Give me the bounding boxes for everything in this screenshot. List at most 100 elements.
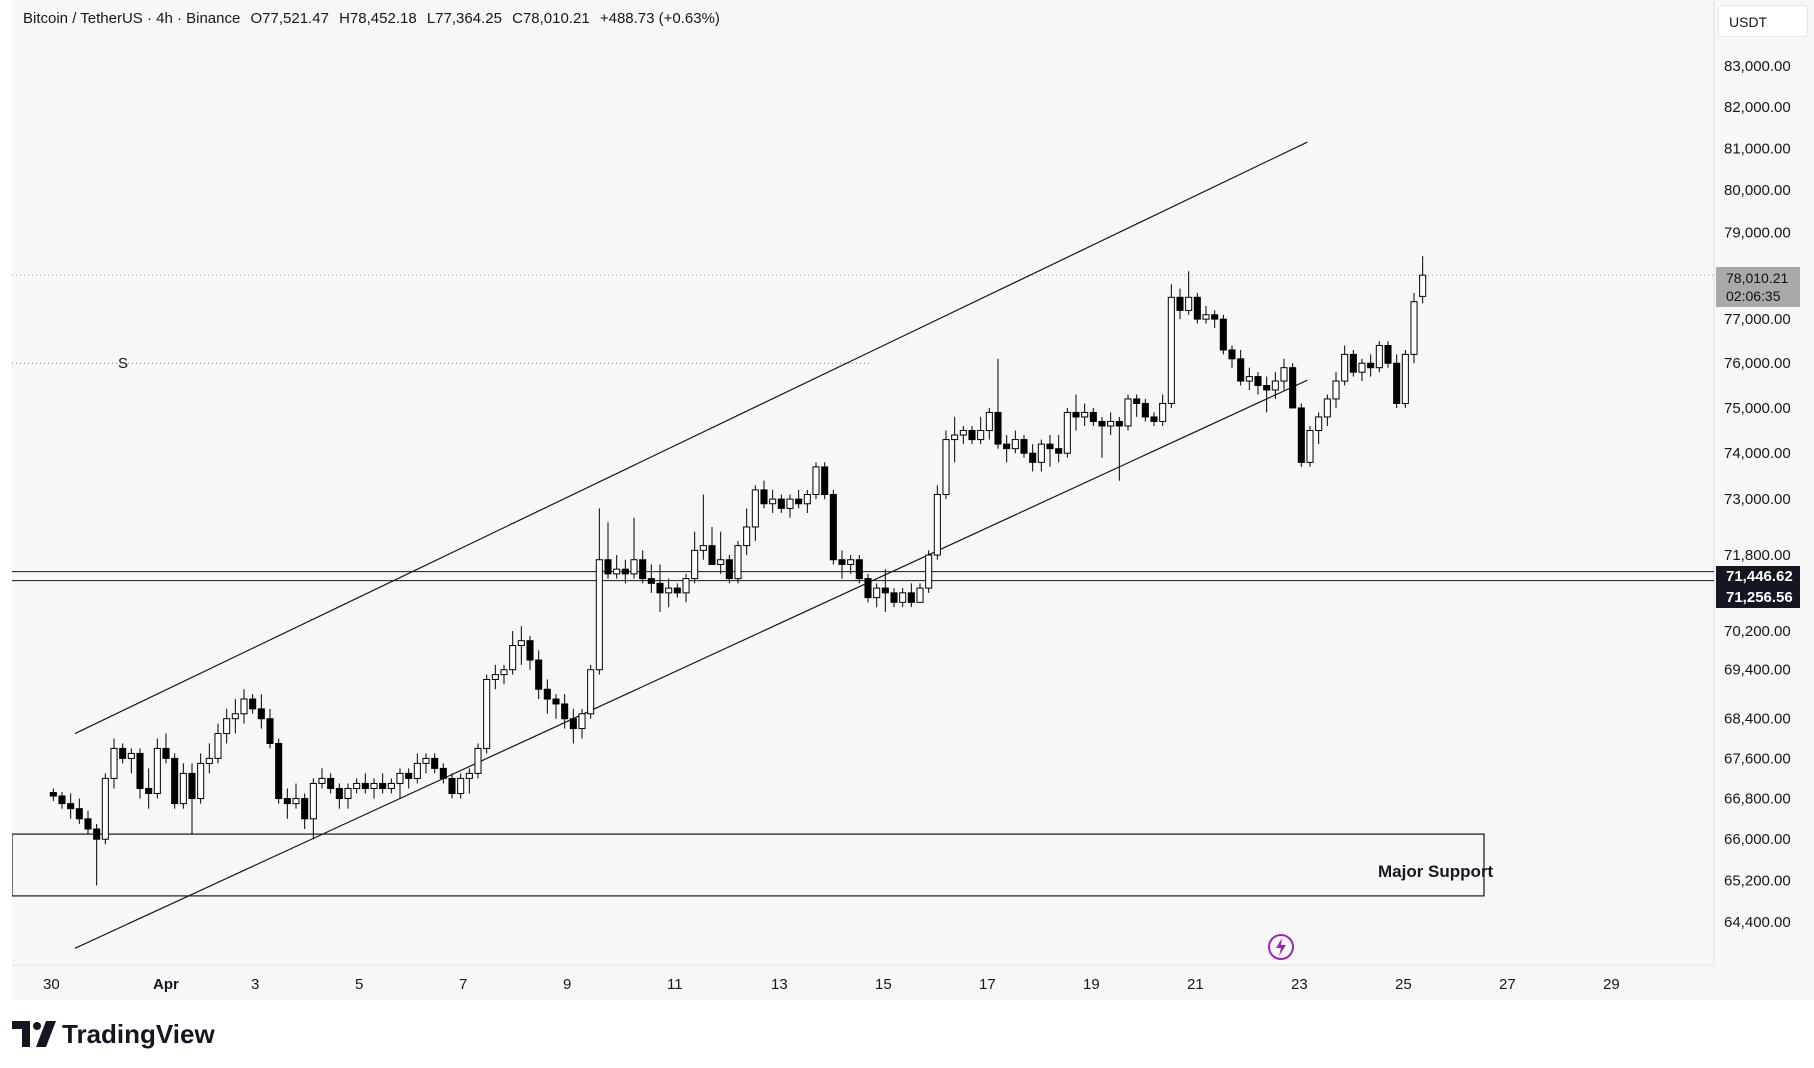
candle	[769, 489, 777, 514]
candle	[84, 810, 92, 835]
candle-body	[1003, 443, 1011, 450]
candle-body	[1202, 314, 1210, 320]
candle	[1367, 354, 1375, 377]
x-tick-label: 15	[875, 976, 892, 993]
candle-body	[1037, 443, 1045, 463]
x-tick-label: Apr	[153, 976, 179, 993]
last-price-value: 78,010.21	[1726, 270, 1789, 286]
candle	[205, 743, 213, 774]
candle-body	[942, 439, 950, 496]
candle	[899, 588, 907, 608]
candle-body	[526, 640, 534, 661]
candle-body	[1289, 367, 1297, 409]
candle	[431, 753, 439, 774]
symbol-name[interactable]: Bitcoin / TetherUS · 4h · Binance	[23, 10, 241, 27]
candle-body	[448, 777, 456, 795]
candle-body	[847, 559, 855, 565]
candle-body	[179, 772, 187, 805]
candle-body	[1419, 274, 1427, 297]
candle-body	[257, 708, 265, 720]
candle-body	[171, 757, 179, 805]
y-tick-label: 83,000.00	[1724, 58, 1791, 75]
candle	[621, 559, 629, 584]
candle-body	[1185, 296, 1193, 311]
candle-body	[907, 592, 915, 603]
candle-body	[101, 777, 109, 840]
candle	[1055, 435, 1063, 463]
y-tick-label: 77,000.00	[1724, 311, 1791, 328]
candle	[1332, 372, 1340, 408]
candle-body	[145, 787, 153, 795]
lightning-icon[interactable]	[1266, 932, 1296, 962]
candle	[474, 743, 482, 779]
candle-body	[985, 411, 993, 432]
candle	[890, 588, 898, 608]
last-price-tag: 78,010.21 02:06:35	[1716, 267, 1800, 307]
candle-body	[275, 742, 283, 800]
candle-body	[136, 752, 144, 789]
tradingview-logo[interactable]: TradingView	[12, 1019, 215, 1049]
candle-body	[959, 430, 967, 436]
candle	[1202, 306, 1210, 324]
candle	[171, 753, 179, 809]
candle	[543, 679, 551, 714]
candle	[760, 480, 768, 509]
candle	[526, 635, 534, 670]
candle	[855, 555, 863, 584]
candle	[1323, 394, 1331, 426]
candle-body	[1124, 398, 1132, 427]
candle-body	[951, 434, 959, 441]
candle-body	[1263, 385, 1271, 391]
candle-body	[1315, 416, 1323, 432]
candle-body	[1107, 420, 1115, 427]
candle-body	[595, 559, 603, 671]
candle	[881, 569, 889, 612]
candle	[552, 694, 560, 719]
y-tick-label: 82,000.00	[1724, 99, 1791, 116]
candle	[1349, 349, 1357, 377]
currency-unit-button[interactable]: USDT	[1718, 5, 1808, 37]
candle-body	[1358, 362, 1366, 373]
y-tick-label: 76,000.00	[1724, 355, 1791, 372]
candle	[1341, 345, 1349, 386]
y-tick-label: 68,400.00	[1724, 711, 1791, 728]
candle	[1297, 403, 1305, 467]
candle	[951, 416, 959, 463]
candle-body	[197, 762, 205, 800]
x-tick-label: 11	[667, 976, 683, 993]
candle-body	[639, 559, 647, 580]
chart-frame[interactable]: S 83,000.00 82,000.00 81,000.00 80,000.00 79…	[12, 0, 1814, 1000]
candle-body	[1384, 345, 1392, 364]
candle-body	[656, 582, 664, 594]
candle-body	[682, 578, 690, 594]
candle-body	[1401, 353, 1409, 404]
candle-body	[777, 498, 785, 509]
candle	[1263, 376, 1271, 413]
candle	[405, 768, 413, 789]
x-tick-label: 17	[979, 976, 996, 993]
candle	[309, 778, 317, 840]
candle-body	[396, 772, 404, 784]
candle	[1029, 444, 1037, 472]
candle-body	[1115, 420, 1123, 427]
candle-body	[1341, 353, 1349, 382]
candle	[1141, 398, 1149, 422]
candle-body	[509, 645, 517, 671]
candle-body	[266, 718, 274, 744]
price-chart[interactable]: S 83,000.0082,000.0081,000.0080,000.0079…	[12, 0, 1814, 1000]
channel-upper-line	[74, 141, 1308, 735]
ohlc-low: L77,364.25	[426, 10, 502, 27]
candle	[1150, 412, 1158, 426]
candle-body	[552, 698, 560, 705]
candle-body	[613, 568, 621, 575]
candle	[509, 631, 517, 675]
candle	[153, 738, 161, 799]
candle-body	[1020, 439, 1028, 454]
x-tick-label: 27	[1499, 976, 1516, 993]
candle	[1401, 349, 1409, 408]
candle-body	[223, 718, 231, 735]
candle-body	[665, 587, 673, 594]
candle	[1245, 367, 1253, 390]
candle-body	[821, 466, 829, 496]
candle	[162, 733, 170, 764]
